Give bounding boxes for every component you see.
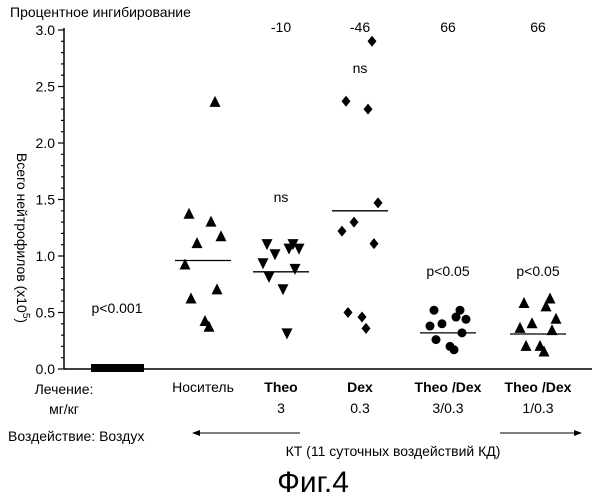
figure-caption: Фиг.4 xyxy=(277,466,349,499)
group-0 xyxy=(91,364,144,372)
group-5 xyxy=(510,292,566,356)
data-point xyxy=(515,322,526,333)
group-dose: 3/0.3 xyxy=(432,400,463,416)
group-dose: 3 xyxy=(277,400,285,416)
y-axis-label: Всего нейтрофилов (x105) xyxy=(14,153,31,323)
data-point xyxy=(521,340,532,351)
treatment-label: Лечение: xyxy=(35,381,94,397)
y-tick-label: 0.0 xyxy=(36,361,56,377)
kt-arrow-right-head xyxy=(574,430,582,436)
data-point xyxy=(350,217,359,228)
data-point xyxy=(210,96,221,107)
kt-arrow-left-head xyxy=(192,430,200,436)
group-4 xyxy=(420,306,476,355)
group-name: Theo /Dex xyxy=(505,379,572,395)
inhibition-value: 66 xyxy=(440,19,456,35)
significance-label: p<0.05 xyxy=(516,263,559,279)
y-tick-label: 1.0 xyxy=(36,248,56,264)
data-point xyxy=(452,313,461,322)
data-point xyxy=(278,284,289,295)
data-point xyxy=(432,335,441,344)
data-point xyxy=(216,230,227,241)
data-point xyxy=(264,272,275,283)
data-point xyxy=(186,292,197,303)
inhibition-value: 66 xyxy=(530,19,546,35)
data-point xyxy=(368,36,377,47)
inhibition-value: -46 xyxy=(350,19,370,35)
axes: 0.0 0.5 1.0 1.5 2.0 2.5 3.0 Всего нейтрофилов (… xyxy=(14,22,592,377)
exposure-label: Воздействие: Воздух xyxy=(8,428,144,444)
data-point xyxy=(370,238,379,249)
data-point xyxy=(282,328,293,339)
group-name: Dex xyxy=(347,379,373,395)
data-point xyxy=(262,239,273,250)
labels: Процентное ингибирование p<0.001 Носитель -… xyxy=(8,4,582,499)
significance-label: ns xyxy=(353,60,368,76)
data-point xyxy=(364,104,373,115)
data-point xyxy=(438,319,447,328)
inhibition-header: Процентное ингибирование xyxy=(10,4,191,20)
data-point xyxy=(430,306,439,315)
data-point xyxy=(270,249,281,260)
group-2 xyxy=(253,239,309,339)
data-point xyxy=(362,323,371,334)
data-point xyxy=(258,258,269,269)
y-tick-label: 1.5 xyxy=(36,192,56,208)
data-point xyxy=(551,313,562,324)
group-name: Theo xyxy=(264,379,297,395)
data-point xyxy=(450,345,459,354)
significance-label: ns xyxy=(274,189,289,205)
treatment-unit-label: мг/кг xyxy=(49,401,79,417)
data-point xyxy=(338,226,347,237)
data-point xyxy=(184,208,195,219)
data-point xyxy=(344,307,353,318)
group-1 xyxy=(175,96,231,332)
group-name: Theo /Dex xyxy=(415,379,482,395)
data-point xyxy=(206,216,217,227)
data-point xyxy=(462,315,471,324)
y-tick-label: 3.0 xyxy=(36,22,56,38)
y-axis-label-unit: (x10 xyxy=(14,286,30,313)
data-point xyxy=(212,283,223,294)
significance-label: p<0.05 xyxy=(426,263,469,279)
y-axis-label-text: Всего нейтрофилов xyxy=(14,153,30,286)
data-point xyxy=(426,322,435,331)
data-point xyxy=(294,244,305,255)
data-point xyxy=(290,264,301,275)
group-dose: 1/0.3 xyxy=(522,400,553,416)
y-tick-label: 0.5 xyxy=(36,305,56,321)
data-point xyxy=(358,312,367,323)
y-tick-label: 2.5 xyxy=(36,79,56,95)
group-3 xyxy=(332,36,388,334)
significance-label: p<0.001 xyxy=(92,300,143,316)
y-tick-label: 2.0 xyxy=(36,135,56,151)
data-point xyxy=(519,297,530,308)
data-point xyxy=(342,96,351,107)
group-name: Носитель xyxy=(172,379,234,395)
group-dose: 0.3 xyxy=(350,400,370,416)
data-point xyxy=(374,197,383,208)
inhibition-value: -10 xyxy=(271,19,291,35)
data-groups xyxy=(91,36,566,372)
data-point xyxy=(527,317,538,328)
data-point xyxy=(136,364,144,372)
kt-label: КТ (11 суточных воздействий КД) xyxy=(286,443,501,459)
data-point xyxy=(192,237,203,248)
y-axis-label-close: ) xyxy=(14,318,30,323)
